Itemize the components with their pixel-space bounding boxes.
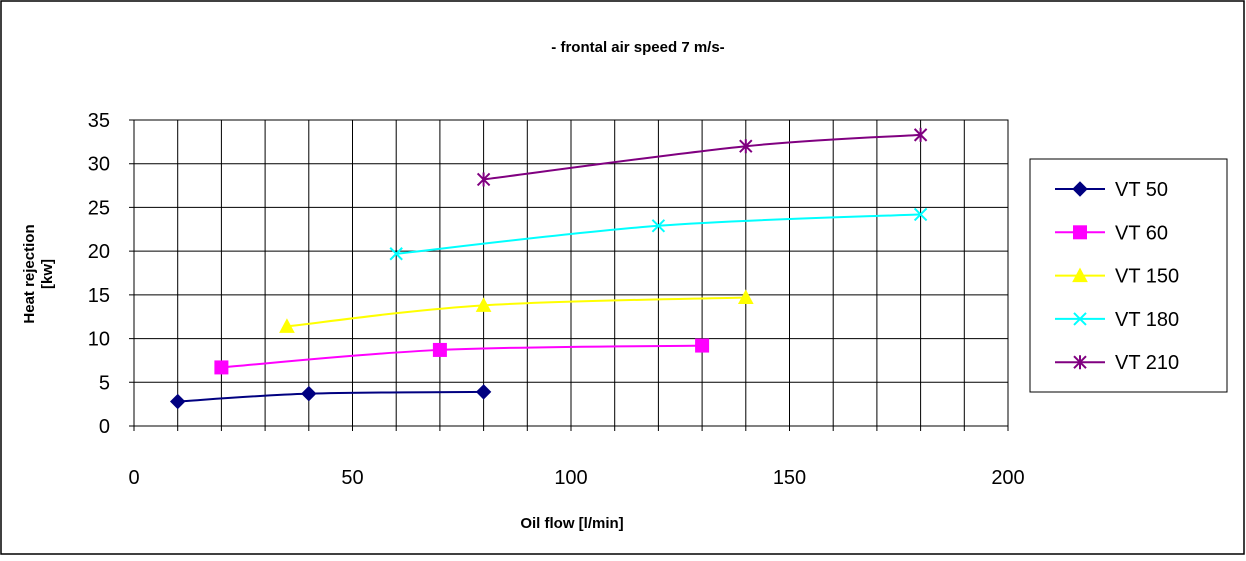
data-point-vt-180 (389, 247, 403, 261)
legend-marker-vt-50 (1072, 181, 1088, 197)
data-point-vt-50 (169, 393, 186, 410)
legend-item-vt-60: VT 60 (1055, 222, 1168, 244)
data-point-vt-50 (475, 384, 492, 400)
y-axis-label-line-1: Heat rejection (21, 224, 38, 323)
data-point-vt-180 (651, 219, 666, 233)
x-axis-label: Oil flow [l/min] (520, 515, 623, 532)
legend-label-vt-60: VT 60 (1115, 222, 1168, 244)
data-point-vt-150 (279, 318, 295, 333)
legend-item-vt-50: VT 50 (1055, 179, 1168, 201)
x-tick-label: 0 (128, 467, 139, 489)
x-tick-label: 100 (554, 467, 587, 489)
series-vt-150 (279, 289, 754, 333)
y-tick-label: 15 (88, 285, 110, 307)
y-tick-label: 10 (88, 329, 110, 351)
legend-marker-vt-60 (1073, 225, 1087, 240)
data-point-vt-60 (214, 360, 229, 375)
series-vt-50 (169, 384, 492, 410)
data-point-vt-210 (476, 172, 491, 187)
legend-marker-vt-210 (1073, 355, 1087, 370)
data-point-vt-150 (475, 297, 492, 312)
legend: VT 50 VT 60 VT 150 VT 180 VT 210 (1029, 158, 1228, 393)
legend-label-vt-50: VT 50 (1115, 179, 1168, 201)
y-tick-label: 25 (88, 197, 110, 219)
legend-item-vt-180: VT 180 (1055, 309, 1179, 331)
legend-label-vt-150: VT 150 (1115, 266, 1179, 288)
y-tick-label: 30 (88, 154, 110, 176)
data-point-vt-50 (301, 385, 317, 402)
legend-marker-vt-150 (1072, 267, 1088, 283)
y-axis-label: Heat rejection [kw] (21, 224, 56, 323)
series-vt-210 (476, 127, 928, 187)
legend-label-vt-210: VT 210 (1115, 352, 1179, 374)
legend-item-vt-210: VT 210 (1055, 352, 1179, 374)
legend-item-vt-150: VT 150 (1055, 266, 1179, 288)
x-tick-label: 150 (773, 467, 806, 489)
y-tick-label: 35 (88, 110, 110, 132)
y-tick-label: 20 (88, 241, 110, 263)
series-vt-180 (389, 207, 928, 261)
tick-layer: 0 50 100 150 200 0 5 10 15 20 25 30 35 (88, 110, 1025, 489)
y-tick-label: 5 (99, 372, 110, 394)
data-point-vt-210 (913, 127, 928, 142)
data-point-vt-60 (432, 342, 447, 357)
series-layer (169, 127, 928, 410)
data-point-vt-150 (737, 289, 754, 304)
x-tick-label: 50 (341, 467, 363, 489)
data-point-vt-60 (695, 338, 710, 353)
series-vt-60 (214, 338, 710, 375)
series-line-vt-210 (483, 133, 921, 181)
legend-marker-vt-180 (1073, 312, 1087, 326)
data-point-vt-180 (913, 207, 928, 222)
legend-label-vt-180: VT 180 (1115, 309, 1179, 331)
y-axis-label-line-2: [kw] (39, 259, 56, 289)
chart-title: - frontal air speed 7 m/s- (551, 39, 724, 56)
y-tick-label: 0 (99, 416, 110, 438)
x-tick-label: 200 (991, 467, 1024, 489)
data-point-vt-210 (739, 139, 753, 154)
grid-layer (129, 119, 1009, 431)
